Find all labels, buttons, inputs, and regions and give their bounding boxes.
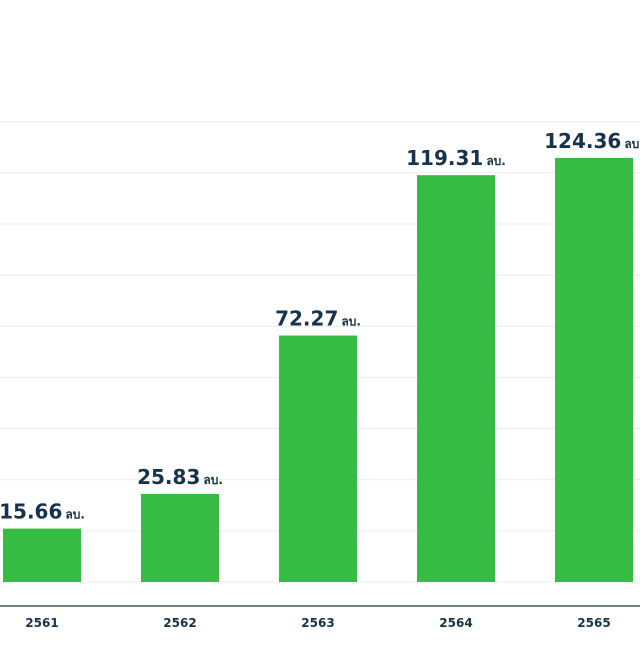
- bar-2565: [555, 157, 633, 582]
- value-label-2564: 119.31 ลบ.: [406, 146, 506, 170]
- bar-layer: [3, 157, 633, 582]
- value-label-2561: 15.66 ลบ.: [0, 500, 85, 524]
- bar-2563: [279, 335, 357, 582]
- x-tick-label-2563: 2563: [301, 616, 334, 630]
- x-tick-label-2561: 2561: [25, 616, 58, 630]
- bar-2562: [141, 493, 219, 582]
- value-label-layer: 15.66 ลบ. 25.83 ลบ. 72.27 ลบ. 119.31 ลบ. 124.36 ล…: [0, 129, 640, 524]
- x-tick-label-2562: 2562: [163, 616, 196, 630]
- bar-2564: [417, 175, 495, 582]
- x-tick-layer: 2561 2562 2563 2564 2565: [25, 616, 610, 630]
- value-label-2563: 72.27 ลบ.: [275, 307, 361, 331]
- bar-2561: [3, 528, 81, 582]
- x-tick-label-2564: 2564: [439, 616, 472, 630]
- value-label-2562: 25.83 ลบ.: [137, 465, 223, 489]
- x-tick-label-2565: 2565: [577, 616, 610, 630]
